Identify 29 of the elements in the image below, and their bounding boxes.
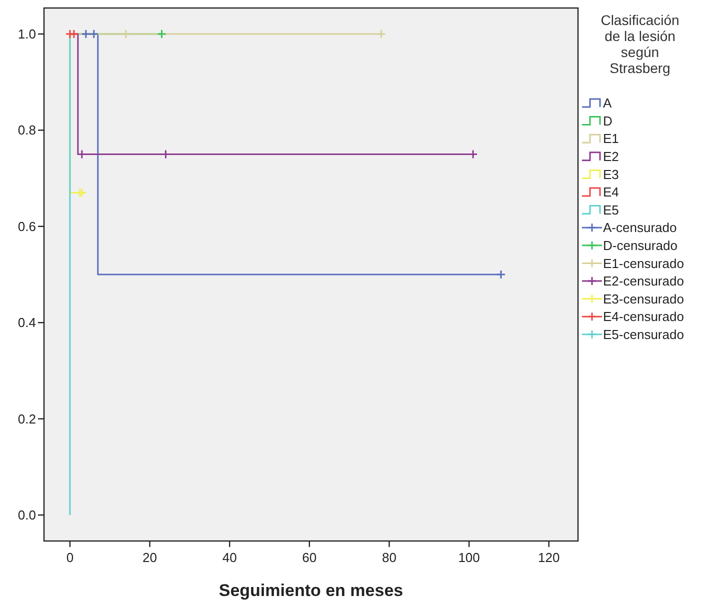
legend-label: E5 bbox=[603, 202, 619, 218]
x-tick-label: 60 bbox=[302, 550, 317, 565]
legend-label: A bbox=[603, 96, 612, 111]
legend-label: E1-censurado bbox=[603, 256, 684, 271]
legend-label: D-censurado bbox=[603, 238, 678, 253]
x-axis-title: Seguimiento en meses bbox=[218, 581, 404, 600]
x-tick-label: 100 bbox=[458, 550, 480, 565]
legend-label: E1 bbox=[603, 131, 619, 146]
x-tick-label: 0 bbox=[66, 550, 74, 565]
y-tick-label: 0.0 bbox=[18, 508, 36, 523]
x-tick-label: 80 bbox=[382, 550, 396, 565]
y-tick-label: 0.8 bbox=[18, 122, 36, 138]
legend-label: E5-censurado bbox=[603, 326, 684, 342]
y-tick-label: 0.4 bbox=[18, 315, 36, 330]
x-tick-label: 20 bbox=[142, 550, 157, 565]
y-tick-label: 0.2 bbox=[18, 411, 36, 426]
x-tick-label: 40 bbox=[222, 550, 237, 565]
legend-title: Clasificación de la lesión según Strasberg bbox=[600, 12, 680, 76]
x-tick-label: 120 bbox=[538, 550, 560, 565]
legend-label: A-censurado bbox=[603, 220, 677, 236]
legend-label: D bbox=[603, 113, 612, 128]
legend-label: E2 bbox=[603, 148, 619, 164]
y-tick-label: 1.0 bbox=[18, 26, 36, 42]
legend-label: E4 bbox=[603, 184, 619, 200]
legend-label: E4-censurado bbox=[603, 309, 684, 324]
legend-label: E3 bbox=[603, 166, 619, 182]
legend-label: E3-censurado bbox=[603, 291, 684, 306]
legend-label: E2-censurado bbox=[603, 274, 684, 289]
y-tick-label: 0.6 bbox=[18, 218, 36, 234]
